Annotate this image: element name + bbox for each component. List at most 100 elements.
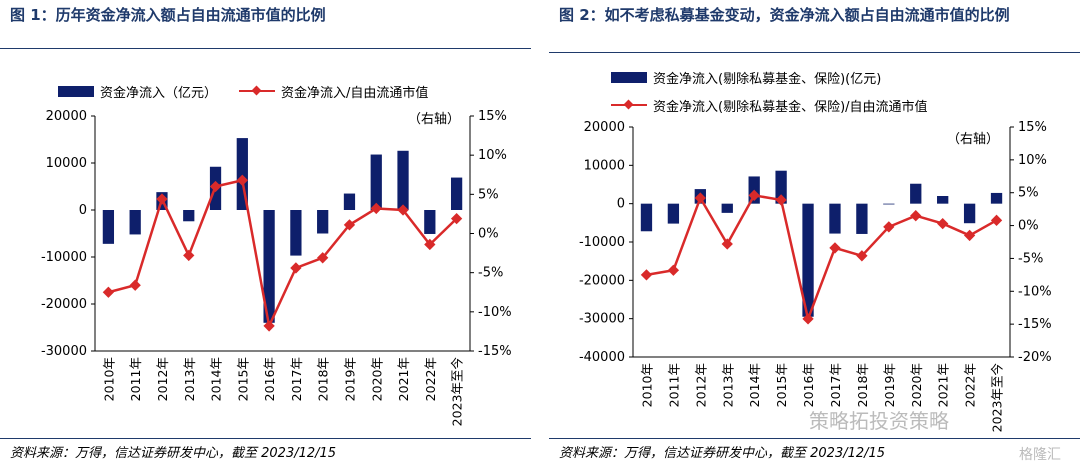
series-line [646,193,998,324]
source-note: 资料来源：万得，信达证券研发中心，截至 2023/12/15 [10,446,337,461]
line-point [209,180,222,193]
y-tick-label: 0 [79,203,87,218]
bar [883,203,895,205]
source-rule [0,438,531,439]
x-tick-label: 2022年 [963,363,978,407]
chart-panel-1: 图 1：历年资金净流入额占自由流通市值的比例 资金净流入（亿元） 资金净流入/自… [0,0,531,469]
x-tick-label: 2019年 [342,357,357,401]
x-tick-label: 2013年 [720,363,735,407]
line-point [263,320,275,332]
y2-tick-label: -15% [1018,317,1052,332]
bar [802,203,814,317]
line-point [424,238,436,251]
y-tick-label: -20000 [579,273,625,288]
figure-title: 图 1：历年资金净流入额占自由流通市值的比例 [10,6,326,24]
line-point [102,286,115,298]
x-tick-label: 2016年 [801,363,816,407]
line-point [397,204,409,216]
x-tick-label: 2020年 [369,357,384,401]
x-tick-label: 2012年 [155,357,170,401]
bar [317,210,329,234]
legend-line-label: 资金净流入(剔除私募基金、保险)/自由流通市值 [653,100,928,115]
right-axis-note: （右轴） [408,112,461,127]
y-tick-label: -10000 [41,250,87,265]
x-tick-label: 2012年 [693,363,708,407]
bar [856,203,868,234]
legend-bar: 资金净流入(剔除私募基金、保险)(亿元) [611,68,881,87]
x-tick-label: 2019年 [882,363,897,407]
x-tick-label: 2015年 [774,363,789,407]
legend-line-label: 资金净流入/自由流通市值 [281,86,429,101]
x-tick-label: 2023年至今 [450,357,465,427]
line-point [721,238,733,250]
bar [667,203,680,224]
y-tick-label: 20000 [584,120,625,135]
x-tick-label: 2016年 [262,357,277,401]
bar [450,177,463,210]
y-tick-label: 20000 [46,109,87,124]
legend-line-swatch [611,100,647,111]
bar [640,203,653,232]
legend-line: 资金净流入(剔除私募基金、保险)/自由流通市值 [611,96,928,115]
bar [102,210,115,244]
line-point [963,229,976,242]
x-tick-label: 2011年 [666,363,681,407]
bar [129,210,141,235]
line-point [775,194,787,206]
y2-tick-label: 5% [478,187,499,202]
y2-tick-label: -15% [478,344,512,359]
line-point [829,242,841,254]
y2-tick-label: 10% [1018,153,1047,168]
bar [721,203,733,213]
line-point [910,210,922,222]
x-tick-label: 2022年 [423,357,438,401]
line-point [990,214,1003,226]
line-point [450,212,463,225]
source-rule [549,438,1080,439]
legend-line-swatch [239,86,276,97]
legend-bar-label: 资金净流入（亿元） [100,86,218,101]
line-point [370,202,382,215]
bar [183,210,195,222]
title-rule [0,48,531,49]
line-point [640,269,653,281]
legend-bar-swatch [58,86,94,97]
x-tick-label: 2014年 [209,357,224,401]
line-point [667,264,680,276]
x-tick-label: 2010年 [639,363,654,407]
watermark-text: 策略拓投资策略 [809,409,949,433]
y2-tick-label: 10% [478,148,507,163]
y2-tick-label: 0% [1018,219,1039,234]
bar [829,203,841,234]
bar [397,150,409,210]
line-point [937,217,949,230]
line-point [236,174,248,186]
y2-tick-label: 0% [478,227,499,242]
bar [343,193,356,210]
bar [937,196,949,204]
title-rule [549,52,1080,53]
y-tick-label: -10000 [579,235,625,250]
bar [290,210,302,256]
x-tick-label: 2015年 [235,357,250,401]
bar [990,192,1003,204]
y2-tick-label: -5% [478,266,503,281]
x-tick-label: 2018年 [855,363,870,407]
line-point [156,193,168,205]
bar [370,154,382,210]
x-tick-label: 2018年 [316,357,331,401]
x-tick-label: 2021年 [396,357,411,401]
y-tick-label: -30000 [579,312,625,327]
chart-2-svg: -40000 -30000 -20000 -10000 0 10000 20000 -20% -… [579,120,1052,432]
bar [236,138,248,210]
y-tick-label: -30000 [41,344,87,359]
chart-1-svg: -30000 -20000 -10000 0 10000 20000 -15% -10% -5%… [41,109,512,427]
y-tick-label: 10000 [584,158,625,173]
y2-tick-label: -20% [1018,350,1052,365]
bar [263,210,275,323]
y2-tick-label: -5% [1018,251,1043,266]
bar [963,203,976,224]
x-tick-label: 2017年 [289,357,304,401]
bar [424,210,436,234]
x-tick-label: 2014年 [747,363,762,407]
